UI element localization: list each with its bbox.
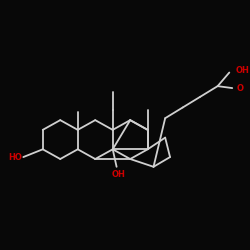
Text: OH: OH <box>112 170 126 179</box>
Text: OH: OH <box>235 66 249 75</box>
Text: O: O <box>237 84 244 92</box>
Text: HO: HO <box>8 152 22 162</box>
